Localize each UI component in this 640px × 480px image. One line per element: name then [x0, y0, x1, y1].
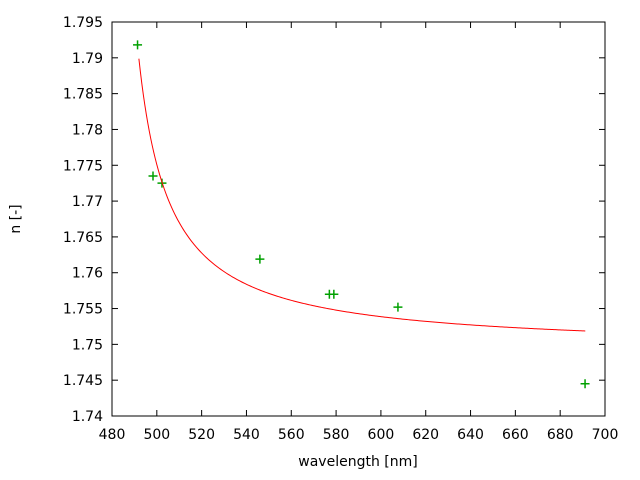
y-tick-label: 1.77 — [72, 194, 103, 210]
y-tick-label: 1.795 — [63, 15, 103, 31]
x-tick-label: 560 — [278, 427, 305, 443]
plot-generated-layer: 480 500 520 540 560 580 600 620 640 660 680 700 1.74… — [63, 15, 618, 443]
x-tick-label: 620 — [412, 427, 439, 443]
x-axis-title: wavelength [nm] — [298, 454, 417, 470]
y-tick-label: 1.785 — [63, 87, 103, 103]
x-tick-label: 680 — [547, 427, 574, 443]
y-axis-title: n [-] — [8, 204, 24, 233]
y-tick-label: 1.76 — [72, 266, 103, 282]
x-tick-label: 580 — [323, 427, 350, 443]
data-point-marker — [329, 289, 339, 299]
fit-curve — [138, 58, 586, 332]
y-tick-label: 1.775 — [63, 158, 103, 174]
y-tick-label: 1.765 — [63, 230, 103, 246]
data-point-marker — [580, 379, 590, 389]
y-tick-label: 1.745 — [63, 373, 103, 389]
x-tick-label: 600 — [368, 427, 395, 443]
x-tick-label: 540 — [233, 427, 260, 443]
data-point-marker — [393, 302, 403, 312]
x-tick-label: 660 — [502, 427, 529, 443]
y-tick-label: 1.755 — [63, 302, 103, 318]
x-tick-label: 500 — [143, 427, 170, 443]
x-tick-label: 700 — [592, 427, 619, 443]
data-point-marker — [148, 171, 158, 181]
plot-border — [111, 21, 606, 417]
x-tick-label: 640 — [457, 427, 484, 443]
data-point-marker — [255, 254, 265, 264]
y-tick-label: 1.79 — [72, 51, 103, 67]
y-tick-label: 1.75 — [72, 337, 103, 353]
y-tick-label: 1.78 — [72, 122, 103, 138]
x-tick-label: 520 — [188, 427, 215, 443]
x-tick-label: 480 — [99, 427, 126, 443]
data-point-marker — [133, 40, 143, 50]
y-tick-label: 1.74 — [72, 409, 103, 425]
